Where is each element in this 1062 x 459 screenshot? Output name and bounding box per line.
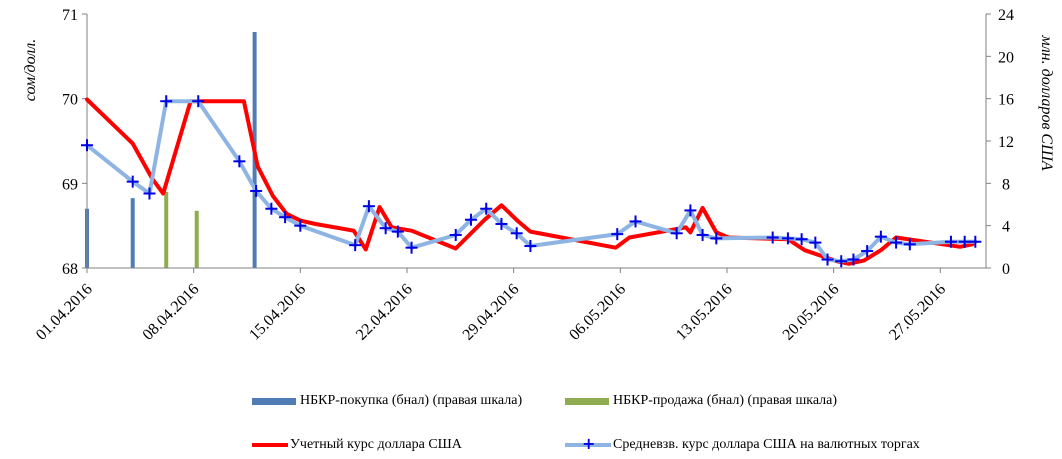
data-point-marker bbox=[192, 95, 205, 108]
data-point-marker bbox=[81, 139, 93, 152]
legend-label-official-rate: Учетный курс доллара США bbox=[290, 437, 462, 452]
chart: 68 69 70 71 0 4 8 12 16 20 24 01.04.2016 08.04.2016 1… bbox=[22, 7, 1055, 344]
x-tick-label: 13.05.2016 bbox=[673, 281, 736, 344]
legend-item-official-rate: Учетный курс доллара США bbox=[252, 437, 462, 453]
data-point-marker bbox=[958, 235, 971, 248]
data-point-marker bbox=[766, 231, 779, 244]
y-left-tick-label: 71 bbox=[62, 7, 78, 24]
data-point-marker bbox=[629, 215, 642, 228]
data-point-marker bbox=[265, 202, 278, 215]
data-point-marker bbox=[781, 232, 794, 245]
data-point-marker bbox=[143, 187, 156, 200]
data-point-marker bbox=[847, 253, 860, 266]
data-point-marker bbox=[670, 227, 683, 240]
data-point-marker bbox=[449, 228, 462, 241]
data-point-marker bbox=[821, 253, 834, 266]
data-point-marker bbox=[835, 255, 848, 268]
y-right-tick-label: 16 bbox=[998, 92, 1014, 109]
data-point-marker bbox=[795, 233, 808, 246]
data-point-marker bbox=[233, 155, 246, 168]
data-point-marker bbox=[861, 245, 874, 258]
data-point-marker bbox=[349, 239, 362, 252]
y-right-axis-title: млн. долларов США bbox=[1038, 34, 1055, 170]
line-layer bbox=[81, 95, 982, 268]
bar bbox=[130, 198, 135, 268]
legend-item-nbkr-sell: НБКР-продажа (бнал) (правая шкала) bbox=[565, 393, 837, 409]
data-point-marker bbox=[160, 95, 173, 108]
x-tick-label: 15.04.2016 bbox=[246, 281, 309, 344]
series-line-official-rate bbox=[85, 97, 975, 266]
data-point-marker bbox=[379, 222, 392, 235]
data-point-marker bbox=[510, 227, 523, 240]
legend-swatch-weighted-rate: + bbox=[565, 434, 611, 453]
data-point-marker bbox=[464, 213, 477, 226]
legend-label-nbkr-sell: НБКР-продажа (бнал) (правая шкала) bbox=[613, 393, 838, 408]
data-point-marker bbox=[969, 235, 982, 248]
legend-item-weighted-rate: + Средневзв. курс доллара США на валютны… bbox=[565, 434, 920, 453]
data-point-marker bbox=[495, 217, 508, 230]
bar bbox=[164, 191, 169, 268]
data-point-marker bbox=[362, 200, 375, 213]
data-point-marker bbox=[903, 238, 916, 251]
legend-swatch-official-rate bbox=[252, 438, 288, 452]
y-right-tick-label: 0 bbox=[1002, 261, 1010, 278]
data-point-marker bbox=[874, 230, 887, 243]
data-point-marker bbox=[126, 175, 139, 188]
data-point-marker bbox=[405, 241, 418, 254]
data-point-marker bbox=[391, 225, 404, 238]
y-right-tick-label: 12 bbox=[998, 134, 1014, 151]
series-line-weighted-rate bbox=[85, 99, 978, 264]
data-point-marker bbox=[809, 236, 822, 249]
y-left-tick-label: 69 bbox=[62, 176, 78, 193]
bar bbox=[194, 210, 199, 268]
tick-labels: 68 69 70 71 0 4 8 12 16 20 24 01.04.2016 08.04.2016 1… bbox=[33, 7, 1014, 344]
x-tick-label: 22.04.2016 bbox=[353, 281, 416, 344]
data-point-marker bbox=[294, 219, 307, 232]
data-point-marker bbox=[890, 236, 903, 249]
plus-marker-icon: + bbox=[582, 434, 596, 453]
y-left-tick-label: 70 bbox=[62, 92, 78, 109]
legend-swatch-nbkr-buy bbox=[252, 397, 296, 405]
legend-label-weighted-rate: Средневзв. курс доллара США на валютных … bbox=[613, 437, 920, 452]
legend-item-nbkr-buy: НБКР-покупка (бнал) (правая шкала) bbox=[252, 393, 522, 409]
data-point-marker bbox=[524, 239, 537, 252]
data-point-marker bbox=[944, 235, 957, 248]
data-point-marker bbox=[684, 204, 697, 217]
data-point-marker bbox=[279, 211, 292, 224]
data-point-marker bbox=[710, 232, 723, 245]
y-right-tick-label: 20 bbox=[998, 49, 1014, 66]
data-point-marker bbox=[250, 184, 263, 197]
data-point-marker bbox=[611, 228, 624, 241]
data-point-marker bbox=[696, 228, 709, 241]
x-tick-label: 29.04.2016 bbox=[460, 281, 523, 344]
x-tick-label: 27.05.2016 bbox=[886, 281, 949, 344]
y-right-tick-label: 24 bbox=[998, 7, 1014, 24]
x-tick-label: 01.04.2016 bbox=[33, 281, 96, 344]
x-tick-label: 20.05.2016 bbox=[780, 281, 843, 344]
y-right-tick-label: 4 bbox=[1002, 219, 1010, 236]
x-tick-label: 06.05.2016 bbox=[566, 281, 629, 344]
legend-label-nbkr-buy: НБКР-покупка (бнал) (правая шкала) bbox=[300, 393, 523, 408]
y-right-tick-label: 8 bbox=[1002, 176, 1010, 193]
y-left-axis-title: сом/долл. bbox=[22, 39, 39, 101]
legend-swatch-nbkr-sell bbox=[565, 397, 609, 405]
y-left-tick-label: 68 bbox=[62, 261, 78, 278]
x-tick-label: 08.04.2016 bbox=[140, 281, 203, 344]
data-point-marker bbox=[480, 202, 493, 215]
